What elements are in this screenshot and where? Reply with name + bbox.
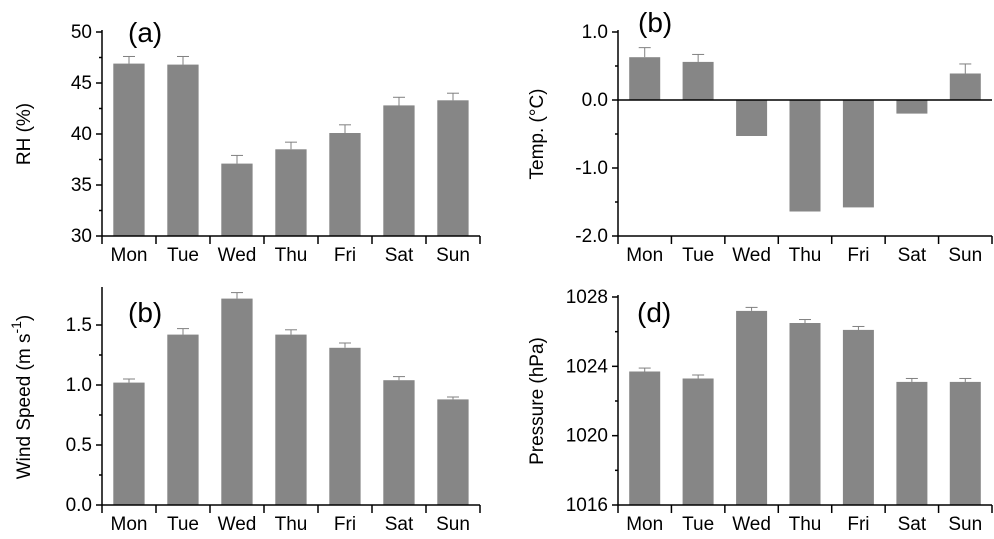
y-tick-label: 45	[71, 73, 92, 94]
x-tick-label: Wed	[218, 514, 257, 535]
bar	[896, 100, 928, 114]
y-axis-title: Pressure (hPa)	[527, 337, 548, 465]
y-tick-label: 1.0	[66, 375, 92, 396]
bar	[329, 347, 361, 505]
panel-label: (d)	[637, 297, 671, 328]
bar	[437, 100, 469, 236]
panel-label: (a)	[128, 17, 162, 48]
bar	[221, 298, 253, 505]
x-tick-label: Sat	[385, 245, 414, 266]
y-axis-title: RH (%)	[14, 103, 35, 165]
x-tick-label: Thu	[275, 514, 308, 535]
y-tick-label: 0.0	[66, 495, 92, 516]
bar	[949, 381, 981, 505]
x-tick-label: Thu	[789, 514, 822, 535]
y-tick-label: 1.5	[66, 315, 92, 336]
x-tick-label: Tue	[167, 245, 199, 266]
x-tick-label: Fri	[334, 514, 356, 535]
x-tick-label: Tue	[167, 514, 199, 535]
y-tick-label: 35	[71, 175, 92, 196]
bar	[437, 399, 469, 505]
bar	[629, 371, 661, 505]
x-tick-label: Sat	[898, 514, 927, 535]
bar	[896, 381, 928, 505]
x-tick-label: Sun	[436, 514, 470, 535]
x-tick-label: Fri	[847, 245, 869, 266]
panel-b_wind: 0.0 0.5 1.0 1.5 Mon Tue Wed Thu Fri Sat Sun (b) Wind…	[8, 287, 481, 535]
panel-a: 30 35 40 45 50 Mon Tue Wed Thu Fri Sat Sun (a) RH (%)	[14, 17, 481, 266]
x-tick-label: Mon	[626, 514, 663, 535]
bar	[682, 378, 714, 505]
x-tick-label: Mon	[626, 245, 663, 266]
x-tick-label: Wed	[732, 245, 771, 266]
y-tick-label: 1016	[566, 495, 608, 516]
bar	[629, 57, 661, 100]
y-tick-label: 30	[71, 226, 92, 247]
x-tick-label: Sat	[898, 245, 927, 266]
panel-d: 1016 1020 1024 1028 Mon Tue Wed Thu Fri Sat Sun (d)…	[527, 287, 993, 535]
bar	[167, 334, 199, 505]
x-tick-label: Sun	[948, 514, 982, 535]
y-tick-label: 0.5	[66, 435, 92, 456]
y-tick-label: 40	[71, 124, 92, 145]
y-tick-label: 1028	[566, 287, 608, 308]
x-tick-label: Mon	[111, 514, 148, 535]
panel-label: (b)	[638, 7, 672, 38]
bar	[949, 73, 981, 100]
x-tick-label: Sat	[385, 514, 414, 535]
bar	[383, 105, 415, 237]
x-tick-label: Thu	[789, 245, 822, 266]
bar	[113, 63, 145, 236]
panel-label: (b)	[128, 297, 162, 328]
y-axis-title-superscript: -1	[8, 321, 24, 334]
y-tick-label: -2.0	[575, 226, 608, 247]
y-axis-title-text: Wind Speed (m s	[14, 334, 35, 480]
bar	[736, 100, 768, 136]
x-tick-label: Sun	[948, 245, 982, 266]
bar	[789, 323, 821, 505]
x-tick-label: Wed	[218, 245, 257, 266]
y-tick-label: 1020	[566, 426, 608, 447]
bar	[221, 163, 253, 236]
x-tick-label: Wed	[732, 514, 771, 535]
bar	[275, 334, 307, 505]
x-tick-label: Fri	[847, 514, 869, 535]
y-tick-label: -1.0	[575, 158, 608, 179]
x-tick-label: Mon	[111, 245, 148, 266]
panel-b_temp: -2.0 -1.0 0.0 1.0 Mon Tue Wed Thu Fri Sat Sun (b) Te…	[527, 7, 993, 266]
bar	[167, 64, 199, 236]
y-tick-label: 0.0	[582, 90, 608, 111]
y-axis-title: Wind Speed (m s-1)	[8, 315, 35, 480]
x-tick-label: Sun	[436, 245, 470, 266]
bar	[789, 100, 821, 212]
x-tick-label: Tue	[682, 245, 714, 266]
bar	[682, 61, 714, 100]
y-tick-label: 50	[71, 22, 92, 43]
bar	[275, 149, 307, 236]
x-tick-label: Thu	[275, 245, 308, 266]
x-tick-label: Fri	[334, 245, 356, 266]
x-tick-label: Tue	[682, 514, 714, 535]
bar	[842, 100, 874, 208]
bar	[383, 380, 415, 505]
bar	[113, 382, 145, 505]
y-axis-title: Temp. (°C)	[527, 89, 548, 180]
bar	[842, 329, 874, 505]
y-axis-title-close: )	[14, 315, 35, 321]
bar	[329, 133, 361, 236]
y-tick-label: 1.0	[582, 22, 608, 43]
y-tick-label: 1024	[566, 356, 609, 377]
bar	[736, 310, 768, 505]
